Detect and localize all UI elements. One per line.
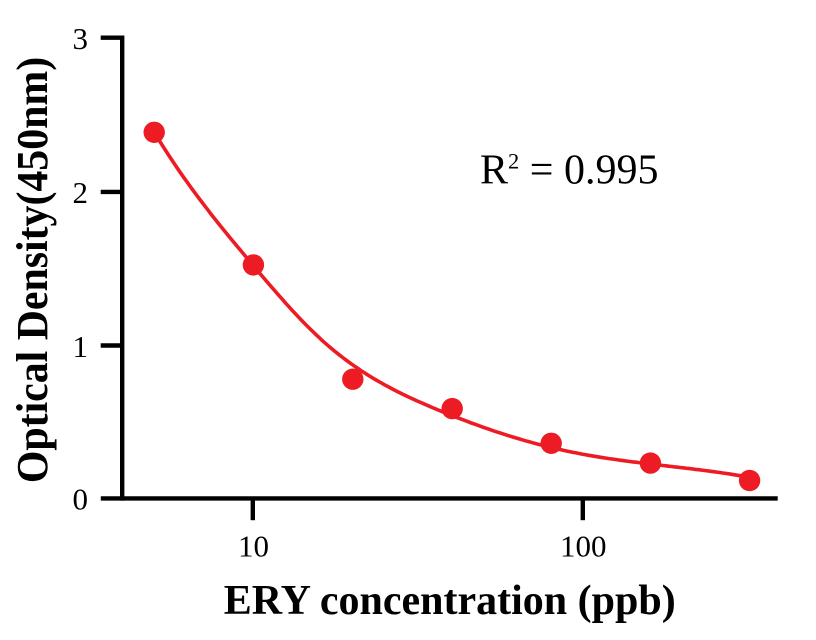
svg-text:Optical Density(450nm): Optical Density(450nm) <box>9 57 57 483</box>
svg-text:ERY concentration (ppb): ERY concentration (ppb) <box>224 578 676 624</box>
svg-text:0: 0 <box>73 482 89 517</box>
svg-text:1: 1 <box>73 329 89 364</box>
svg-text:100: 100 <box>560 529 607 564</box>
svg-text:R2 = 0.995: R2 = 0.995 <box>480 148 658 194</box>
svg-text:10: 10 <box>238 529 269 564</box>
svg-text:2: 2 <box>73 175 89 210</box>
svg-text:3: 3 <box>73 21 89 56</box>
